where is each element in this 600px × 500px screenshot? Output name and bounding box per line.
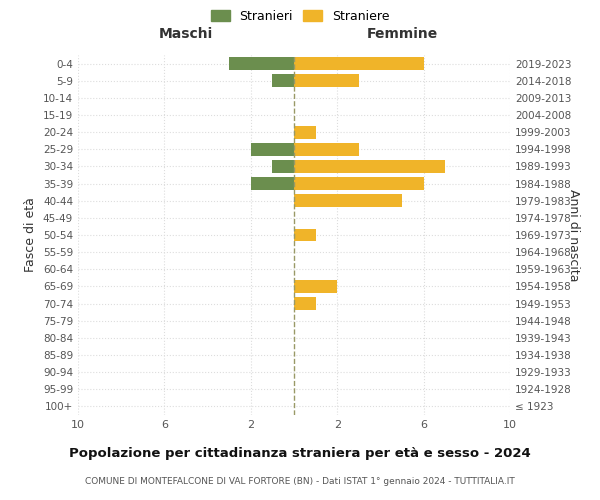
Text: COMUNE DI MONTEFALCONE DI VAL FORTORE (BN) - Dati ISTAT 1° gennaio 2024 - TUTTIT: COMUNE DI MONTEFALCONE DI VAL FORTORE (B… xyxy=(85,478,515,486)
Bar xyxy=(251,177,294,190)
Bar xyxy=(294,74,359,87)
Text: Popolazione per cittadinanza straniera per età e sesso - 2024: Popolazione per cittadinanza straniera p… xyxy=(69,448,531,460)
Bar xyxy=(294,280,337,293)
Bar xyxy=(229,57,294,70)
Bar xyxy=(294,57,424,70)
Bar xyxy=(294,228,316,241)
Legend: Stranieri, Straniere: Stranieri, Straniere xyxy=(207,6,393,26)
Bar xyxy=(251,143,294,156)
Bar xyxy=(294,177,424,190)
Bar xyxy=(294,126,316,138)
Text: Femmine: Femmine xyxy=(367,26,437,40)
Bar xyxy=(272,74,294,87)
Bar xyxy=(272,160,294,173)
Bar xyxy=(294,160,445,173)
Bar xyxy=(294,297,316,310)
Bar xyxy=(294,143,359,156)
Bar xyxy=(294,194,402,207)
Y-axis label: Fasce di età: Fasce di età xyxy=(25,198,37,272)
Y-axis label: Anni di nascita: Anni di nascita xyxy=(567,188,580,281)
Text: Maschi: Maschi xyxy=(159,26,213,40)
